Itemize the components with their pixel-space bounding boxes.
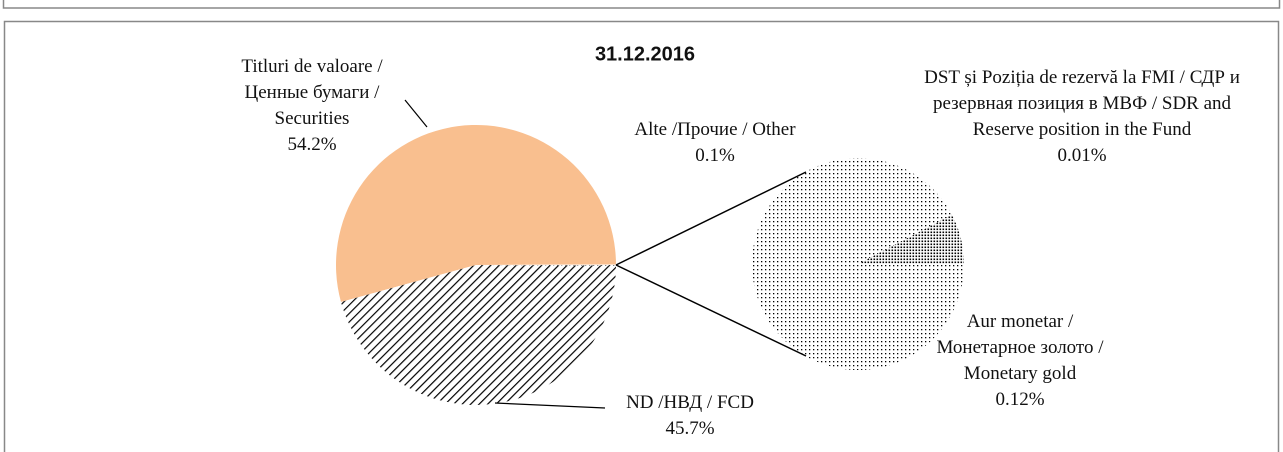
label-line: резервная позиция в МВФ / SDR and bbox=[933, 93, 1232, 114]
value-label: 0.1% bbox=[695, 145, 735, 166]
category-label: Alte /Прочие / Other bbox=[634, 119, 796, 140]
chart-title: 31.12.2016 bbox=[595, 43, 695, 65]
label-line: Aur monetar / bbox=[967, 311, 1074, 332]
value-label: 54.2% bbox=[287, 134, 336, 155]
label-line: Alte /Прочие / Other bbox=[634, 119, 796, 140]
data-label: ND /НВД / FCD 45.7% bbox=[626, 392, 754, 439]
pie-slice bbox=[335, 125, 616, 302]
leader-line bbox=[404, 99, 428, 128]
label-line: Reserve position in the Fund bbox=[973, 119, 1192, 140]
connector bbox=[615, 264, 807, 357]
label-line: Монетарное золото / bbox=[936, 337, 1104, 358]
data-label: Aur monetar / Монетарное золото / Monetary… bbox=[936, 311, 1104, 410]
label-line: Securities bbox=[275, 108, 350, 129]
secondary-slice bbox=[858, 214, 964, 264]
category-label: Aur monetar / Монетарное золото / Monetary… bbox=[936, 311, 1104, 384]
label-line: Ценные бумаги / bbox=[245, 82, 381, 103]
top-frame bbox=[2, 0, 1281, 9]
leader-line bbox=[494, 402, 606, 409]
label-line: DST și Poziția de rezervă la FMI / СДР и bbox=[924, 67, 1240, 88]
chart-frame bbox=[3, 20, 1280, 452]
value-label: 0.12% bbox=[995, 389, 1044, 410]
data-label: Alte /Прочие / Other 0.1% bbox=[634, 119, 796, 166]
connector bbox=[615, 171, 807, 266]
value-label: 45.7% bbox=[665, 418, 714, 439]
secondary-slice bbox=[751, 157, 964, 370]
data-label: DST și Poziția de rezervă la FMI / СДР и… bbox=[924, 67, 1240, 166]
category-label: Titluri de valoare / Ценные бумаги / Secur… bbox=[241, 56, 383, 129]
pie-slice bbox=[340, 265, 616, 406]
label-line: Titluri de valoare / bbox=[241, 56, 383, 77]
data-label: Titluri de valoare / Ценные бумаги / Secur… bbox=[241, 56, 383, 155]
value-label: 0.01% bbox=[1057, 145, 1106, 166]
category-label: ND /НВД / FCD bbox=[626, 392, 754, 413]
category-label: DST și Poziția de rezervă la FMI / СДР и… bbox=[924, 67, 1240, 140]
label-line: ND /НВД / FCD bbox=[626, 392, 754, 413]
label-line: Monetary gold bbox=[964, 363, 1077, 384]
pie-slice bbox=[476, 264, 617, 266]
